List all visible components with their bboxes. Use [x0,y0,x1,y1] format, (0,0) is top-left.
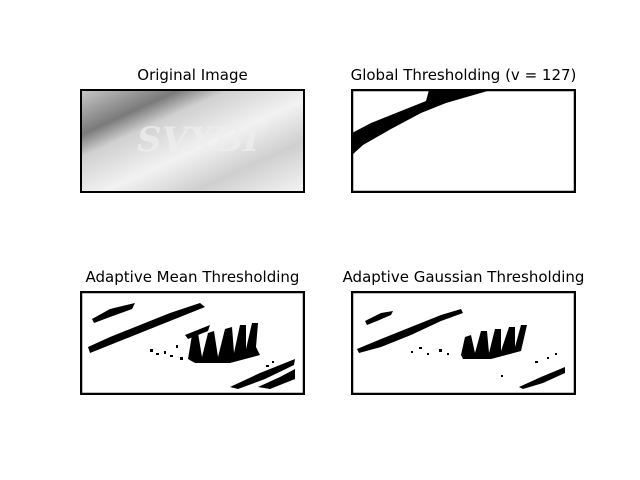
panel-original-image: Original Image SVXBI [80,67,305,197]
adaptive-mean-image [80,291,305,395]
global-threshold-image [351,89,576,193]
panel-title: Adaptive Gaussian Thresholding [342,268,585,286]
threshold-stripe [352,90,491,155]
original-image: SVXBI [80,89,305,193]
watermark-plate-text: SVXBI [137,120,260,160]
panel-title: Adaptive Mean Thresholding [85,268,300,286]
panel-adaptive-gaussian: Adaptive Gaussian Thresholding [343,269,584,399]
adaptive-gaussian-image [351,291,576,395]
panel-global-thresholding: Global Thresholding (v = 127) [351,67,576,197]
panel-title: Global Thresholding (v = 127) [350,66,577,84]
panel-adaptive-mean: Adaptive Mean Thresholding [80,269,305,399]
panel-title: Original Image [137,66,248,84]
